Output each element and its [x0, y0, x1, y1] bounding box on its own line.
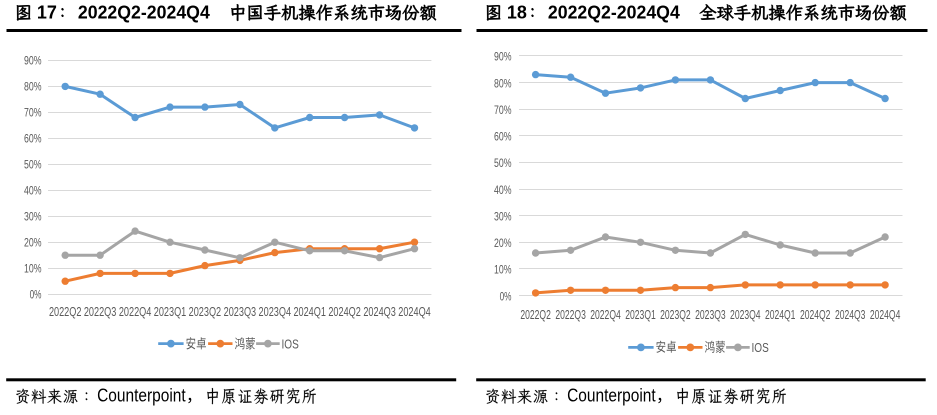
- svg-text:2022Q2-2024Q4: 2022Q2-2024Q4: [78, 3, 210, 23]
- svg-text:20%: 20%: [494, 236, 512, 250]
- svg-text:2024Q3: 2024Q3: [363, 304, 396, 319]
- svg-text:2023Q2: 2023Q2: [189, 304, 222, 319]
- svg-text:2023Q3: 2023Q3: [695, 307, 726, 322]
- svg-text:50%: 50%: [494, 156, 512, 170]
- svg-text:10%: 10%: [24, 262, 42, 276]
- svg-text:2024Q4: 2024Q4: [870, 307, 901, 322]
- svg-text:2023Q2: 2023Q2: [660, 307, 691, 322]
- svg-text:2022Q3: 2022Q3: [84, 304, 117, 319]
- svg-text:80%: 80%: [494, 76, 512, 90]
- svg-text:2022Q4: 2022Q4: [119, 304, 152, 319]
- svg-text:2022Q2-2024Q4: 2022Q2-2024Q4: [548, 3, 680, 23]
- svg-text:90%: 90%: [24, 54, 42, 68]
- svg-text:40%: 40%: [24, 184, 42, 198]
- svg-text:2022Q3: 2022Q3: [555, 307, 586, 322]
- svg-text:30%: 30%: [24, 210, 42, 224]
- svg-text:50%: 50%: [24, 158, 42, 172]
- svg-text:40%: 40%: [494, 183, 512, 197]
- svg-text:2022Q4: 2022Q4: [590, 307, 621, 322]
- svg-text:2022Q2: 2022Q2: [520, 307, 551, 322]
- svg-text:90%: 90%: [494, 50, 512, 64]
- svg-text:2023Q4: 2023Q4: [259, 304, 292, 319]
- svg-text:20%: 20%: [24, 236, 42, 250]
- svg-text:2024Q1: 2024Q1: [765, 307, 796, 322]
- svg-text:IOS: IOS: [282, 337, 300, 352]
- svg-text:0%: 0%: [30, 288, 42, 302]
- svg-text:2023Q1: 2023Q1: [154, 304, 187, 319]
- svg-text:2023Q1: 2023Q1: [625, 307, 656, 322]
- svg-text:2024Q1: 2024Q1: [293, 304, 326, 319]
- svg-text:17: 17: [37, 3, 57, 23]
- svg-text:Counterpoint: Counterpoint: [97, 386, 186, 406]
- svg-text:2023Q4: 2023Q4: [730, 307, 761, 322]
- svg-text:60%: 60%: [24, 132, 42, 146]
- svg-text:30%: 30%: [494, 209, 512, 223]
- svg-text:Counterpoint: Counterpoint: [567, 386, 656, 406]
- svg-text:2023Q3: 2023Q3: [224, 304, 257, 319]
- svg-text:80%: 80%: [24, 80, 42, 94]
- svg-text:60%: 60%: [494, 130, 512, 144]
- svg-text:IOS: IOS: [752, 340, 770, 355]
- svg-text:10%: 10%: [494, 263, 512, 277]
- svg-text:18: 18: [507, 3, 527, 23]
- svg-text:2024Q3: 2024Q3: [835, 307, 866, 322]
- svg-text:70%: 70%: [494, 103, 512, 117]
- svg-text:0%: 0%: [500, 289, 512, 303]
- svg-text:70%: 70%: [24, 106, 42, 120]
- svg-text:2024Q2: 2024Q2: [800, 307, 831, 322]
- svg-text:2022Q2: 2022Q2: [49, 304, 82, 319]
- svg-text:2024Q4: 2024Q4: [398, 304, 431, 319]
- svg-text:2024Q2: 2024Q2: [328, 304, 361, 319]
